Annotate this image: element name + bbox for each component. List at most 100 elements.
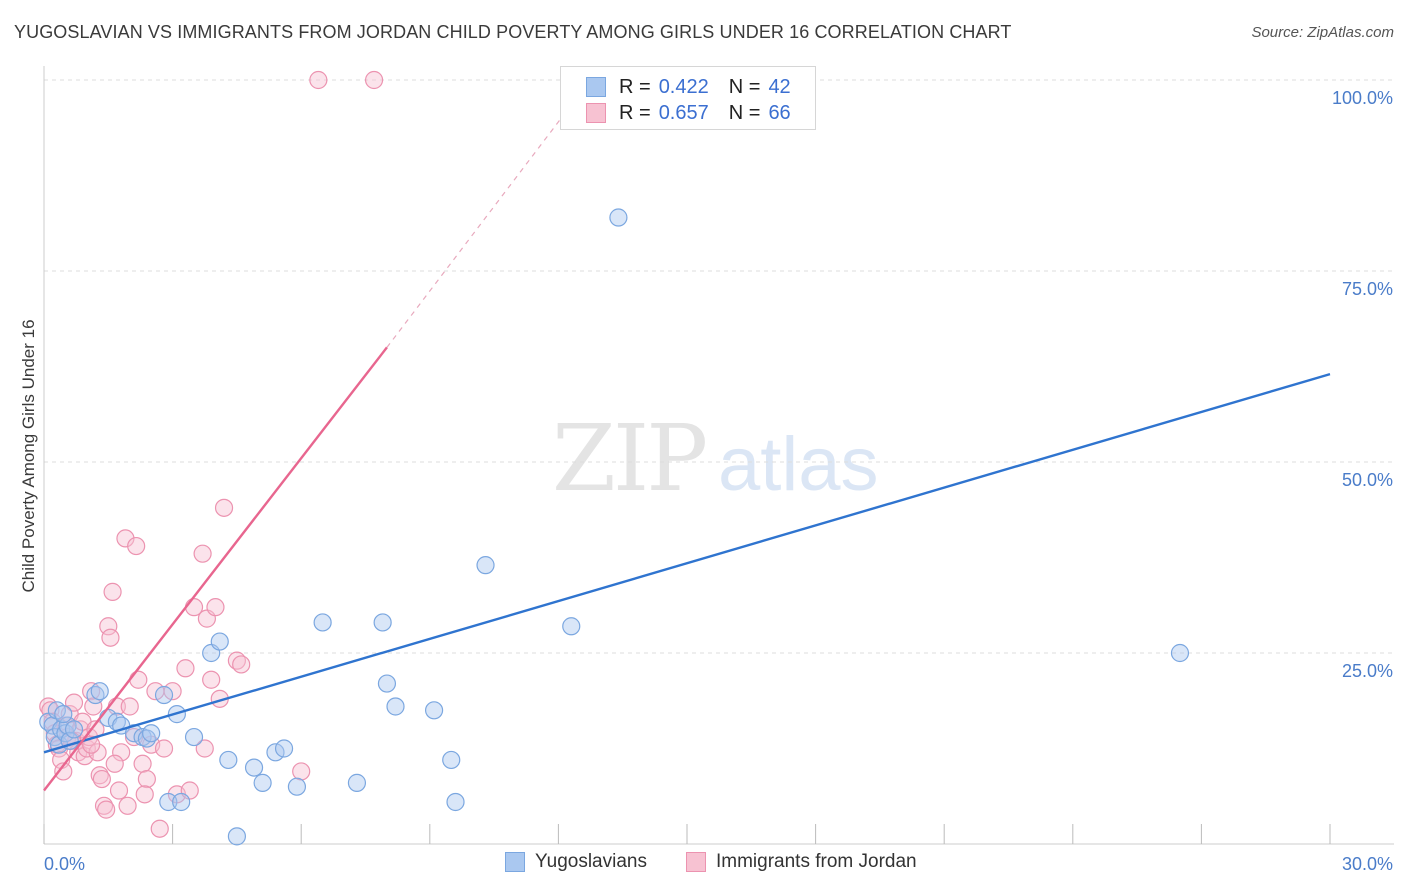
yugoslavian-point (442, 750, 461, 770)
jordan-point (97, 800, 116, 819)
yugoslavian-point (244, 758, 264, 777)
y-tick-label: 100.0% (1332, 88, 1393, 108)
x-tick-label: 0.0% (44, 854, 85, 874)
yugoslavian-point (142, 724, 161, 743)
yugoslavian-point (219, 750, 238, 770)
jordan-point (163, 682, 182, 701)
grid (44, 79, 1394, 654)
jordan-point (154, 739, 174, 758)
yugoslavian-point (562, 617, 581, 636)
yugoslavian-point (210, 632, 229, 651)
jordan-point (101, 628, 120, 647)
series-label-jordan: Immigrants from Jordan (716, 851, 917, 872)
jordan-trendline (43, 346, 388, 792)
jordan-point (109, 781, 129, 800)
jordan-point (193, 544, 212, 563)
jordan-point (206, 598, 225, 617)
y-tick-label: 25.0% (1342, 661, 1393, 681)
legend-n-label: N = (728, 101, 761, 124)
yugoslavian-point (227, 827, 246, 846)
yugoslavian-point (609, 208, 628, 227)
series-swatch-pink (686, 852, 706, 872)
legend-swatch-pink (586, 103, 606, 123)
legend-row-yugoslavians: R = 0.422 N = 42 (586, 75, 791, 99)
watermark-atlas: atlas (718, 422, 879, 507)
yugoslavian-point (172, 792, 191, 812)
yugoslavian-point (424, 701, 444, 720)
legend-r-label: R = (619, 101, 651, 124)
jordan-trendline-extension (386, 110, 568, 348)
jordan-point (202, 670, 221, 689)
jordan-point (309, 70, 328, 90)
jordan-point (127, 536, 146, 556)
yugoslavian-point (373, 613, 392, 632)
yugoslavian-point (476, 556, 495, 575)
yugoslavian-point (377, 674, 397, 693)
jordan-point (292, 762, 311, 781)
yugoslavian-point (287, 777, 307, 796)
jordan-point (195, 739, 214, 758)
jordan-point (133, 754, 152, 773)
jordan-point (118, 796, 137, 815)
watermark-zip: ZIP (552, 405, 705, 512)
legend-r-value: 0.422 (658, 75, 709, 98)
yugoslavian-point (386, 697, 405, 716)
source-label: Source: ZipAtlas.com (1251, 24, 1394, 41)
legend-r-label: R = (619, 75, 651, 98)
jordan-point (176, 659, 195, 678)
yugoslavian-point (154, 685, 174, 705)
yugoslavian-trendline (43, 372, 1331, 754)
legend-swatch-blue (586, 77, 606, 97)
chart-title: YUGOSLAVIAN VS IMMIGRANTS FROM JORDAN CH… (14, 22, 1012, 42)
yugoslavian-point (54, 705, 73, 724)
regression-lines (43, 110, 1331, 792)
jordan-point (150, 819, 169, 838)
jordan-point (232, 655, 251, 674)
jordan-points (39, 70, 384, 838)
yugoslavian-point (446, 792, 465, 812)
jordan-point (92, 769, 111, 789)
yugoslavian-point (313, 613, 332, 632)
yugoslavian-point (274, 739, 294, 758)
yugoslavian-point (90, 682, 109, 701)
jordan-point (214, 498, 234, 517)
y-tick-label: 50.0% (1342, 470, 1393, 490)
jordan-point (103, 582, 122, 601)
legend-r-value: 0.657 (658, 101, 709, 124)
legend-row-jordan: R = 0.657 N = 66 (586, 101, 791, 125)
yugoslavian-points (39, 70, 1190, 846)
series-swatch-blue (505, 852, 525, 872)
series-legend-yugoslavians: Yugoslavians (505, 851, 647, 873)
yugoslavian-point (347, 773, 367, 792)
jordan-point (99, 617, 118, 636)
yugoslavian-point (253, 773, 272, 792)
jordan-point (105, 754, 124, 773)
y-axis-label: Child Poverty Among Girls Under 16 (19, 319, 38, 592)
jordan-point (84, 697, 103, 716)
jordan-point (129, 670, 148, 689)
yugoslavian-point (184, 727, 204, 747)
jordan-point (137, 769, 156, 789)
jordan-point (120, 697, 139, 716)
yugoslavian-point (266, 743, 285, 762)
jordan-point (135, 785, 154, 804)
legend-n-value: 66 (768, 101, 791, 124)
jordan-point (64, 693, 84, 712)
watermark: ZIP atlas (552, 405, 879, 512)
series-label-yugoslavians: Yugoslavians (535, 851, 647, 872)
jordan-point (54, 762, 73, 781)
tick-labels: 25.0% 50.0% 75.0% 100.0% 0.0% 30.0% (44, 88, 1393, 874)
legend-n-label: N = (728, 75, 761, 98)
series-legend-jordan: Immigrants from Jordan (686, 851, 917, 873)
x-tick-label: 30.0% (1342, 854, 1393, 874)
series-legend: Yugoslavians Immigrants from Jordan (0, 851, 1406, 877)
yugoslavian-point (159, 792, 178, 812)
jordan-point (88, 743, 107, 762)
jordan-point (364, 70, 384, 90)
yugoslavian-point (64, 720, 84, 739)
y-tick-label: 75.0% (1342, 279, 1393, 299)
legend-n-value: 42 (768, 75, 791, 98)
jordan-point (112, 743, 131, 762)
correlation-legend: R = 0.422 N = 42 R = 0.657 N = 66 (560, 66, 816, 130)
